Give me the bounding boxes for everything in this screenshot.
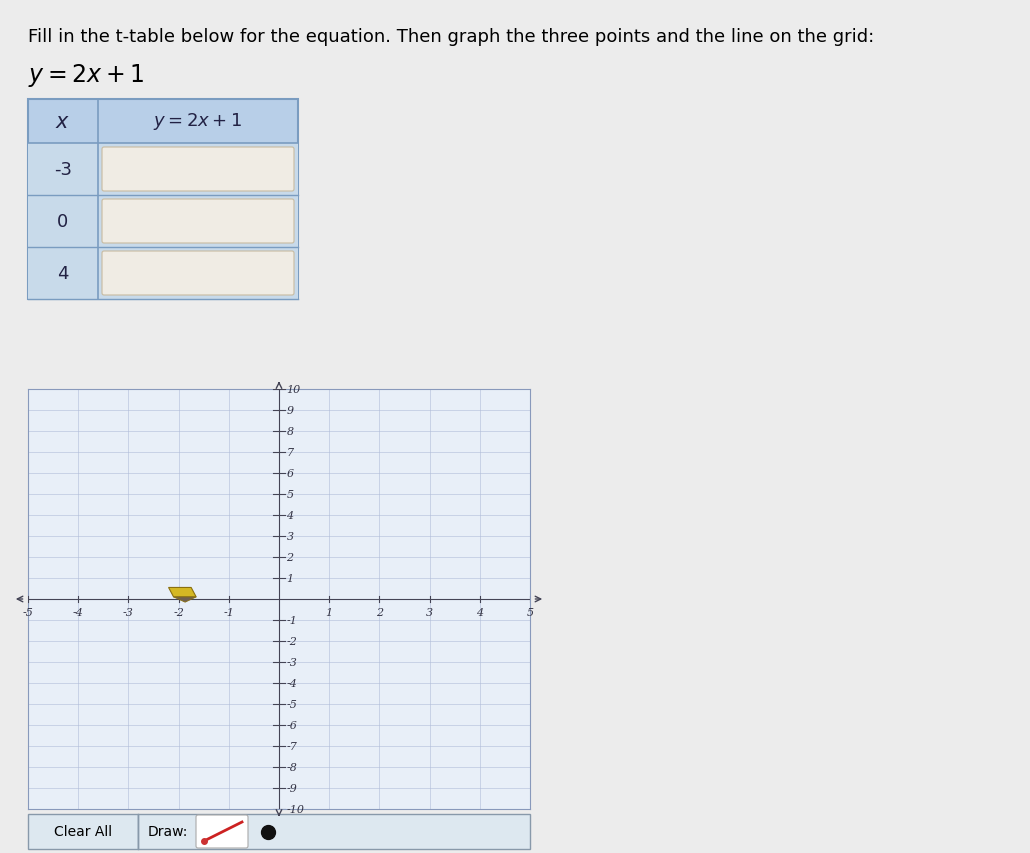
FancyBboxPatch shape <box>98 196 298 247</box>
FancyBboxPatch shape <box>102 148 294 192</box>
Text: 1: 1 <box>286 573 294 583</box>
FancyBboxPatch shape <box>28 144 98 196</box>
FancyBboxPatch shape <box>28 247 98 299</box>
Text: -3: -3 <box>123 607 134 618</box>
Text: $y = 2x + 1$: $y = 2x + 1$ <box>153 112 243 132</box>
Text: -10: -10 <box>286 804 305 814</box>
Text: 0: 0 <box>58 212 69 230</box>
Text: 2: 2 <box>286 553 294 562</box>
Text: 3: 3 <box>426 607 434 618</box>
Text: 7: 7 <box>286 448 294 457</box>
Text: 5: 5 <box>286 490 294 499</box>
FancyBboxPatch shape <box>98 247 298 299</box>
Polygon shape <box>174 597 196 602</box>
Text: 8: 8 <box>286 426 294 437</box>
Text: 5: 5 <box>526 607 534 618</box>
Text: 1: 1 <box>325 607 333 618</box>
FancyBboxPatch shape <box>102 200 294 244</box>
Polygon shape <box>169 588 196 597</box>
Text: -4: -4 <box>73 607 83 618</box>
Text: -5: -5 <box>286 699 298 709</box>
Text: 4: 4 <box>476 607 483 618</box>
FancyBboxPatch shape <box>28 100 298 299</box>
Text: Draw:: Draw: <box>148 825 188 838</box>
Text: -1: -1 <box>224 607 234 618</box>
Text: -4: -4 <box>286 678 298 688</box>
Text: -3: -3 <box>54 161 72 179</box>
FancyBboxPatch shape <box>28 196 98 247</box>
Text: -7: -7 <box>286 741 298 751</box>
Text: -2: -2 <box>173 607 184 618</box>
Text: 4: 4 <box>58 264 69 282</box>
FancyBboxPatch shape <box>138 814 530 849</box>
Text: Fill in the t-table below for the equation. Then graph the three points and the : Fill in the t-table below for the equati… <box>28 28 874 46</box>
Text: -3: -3 <box>286 657 298 667</box>
Text: -1: -1 <box>286 615 298 625</box>
FancyBboxPatch shape <box>98 144 298 196</box>
Text: 10: 10 <box>286 385 301 395</box>
Text: 4: 4 <box>286 510 294 520</box>
Text: -6: -6 <box>286 720 298 730</box>
Text: Clear All: Clear All <box>54 825 112 838</box>
Text: -2: -2 <box>286 636 298 647</box>
FancyBboxPatch shape <box>28 814 138 849</box>
Text: -9: -9 <box>286 783 298 793</box>
Text: $y = 2x + 1$: $y = 2x + 1$ <box>28 62 144 89</box>
Text: 2: 2 <box>376 607 383 618</box>
Text: -8: -8 <box>286 762 298 772</box>
FancyBboxPatch shape <box>196 815 248 848</box>
Text: 3: 3 <box>286 531 294 542</box>
FancyBboxPatch shape <box>102 252 294 296</box>
Text: $x$: $x$ <box>56 113 70 131</box>
Text: 9: 9 <box>286 405 294 415</box>
Text: -5: -5 <box>23 607 33 618</box>
Text: 6: 6 <box>286 468 294 479</box>
